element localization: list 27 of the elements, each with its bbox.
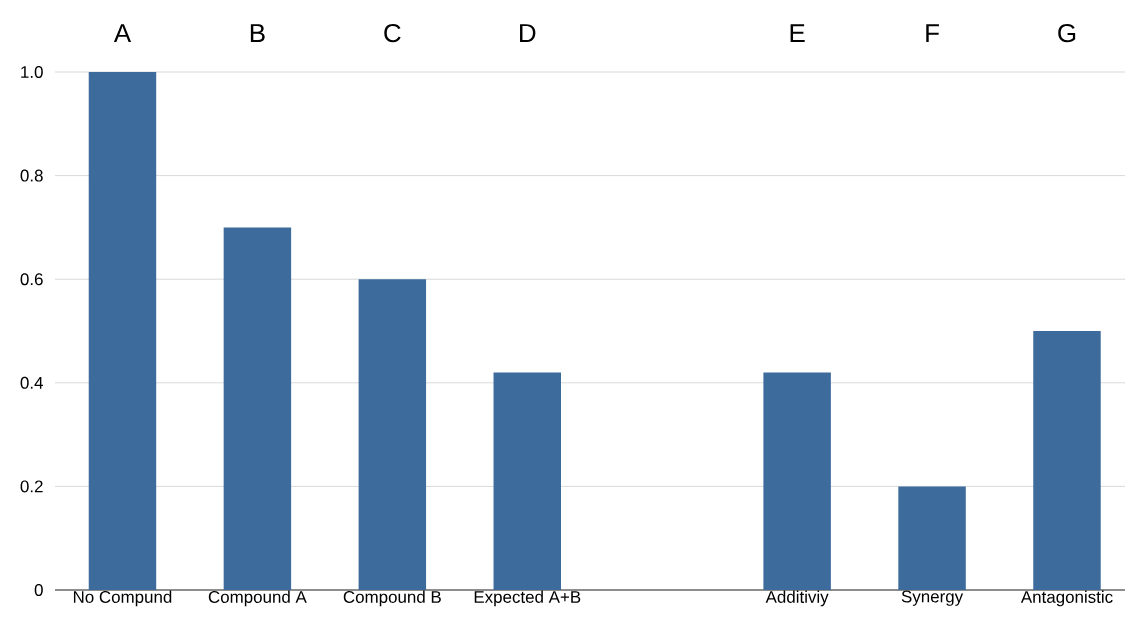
bar [493,372,561,590]
bar [358,279,427,590]
text: C [384,23,401,43]
y-tick-label: 0.8 [20,169,43,182]
bar [763,372,831,590]
y-tick-label: 0 [34,584,43,596]
x-tick-label: Compound B [343,590,441,607]
x-tick-label: Synergy [901,590,964,606]
text: D [520,24,536,42]
bar [88,71,157,590]
x-tick-label: Expected A+B [474,590,581,607]
y-tick-label: 0.4 [20,376,43,389]
bar [1033,331,1101,590]
y-tick-label: 0.2 [20,480,43,493]
x-tick-label: No Compund [73,590,172,607]
x-tick-label: Additiviy [765,590,829,607]
bar [898,486,966,590]
text: B [250,24,265,42]
y-tick-label: 1.0 [21,66,43,78]
text: F [926,24,939,42]
x-tick-label: Compound A [208,590,307,607]
text: A [113,24,132,42]
text: G [1058,23,1076,43]
x-tick-label: Antagonistic [1020,590,1113,607]
y-tick-label: 0.6 [20,273,43,286]
text: E [790,24,805,42]
bar [223,227,292,590]
